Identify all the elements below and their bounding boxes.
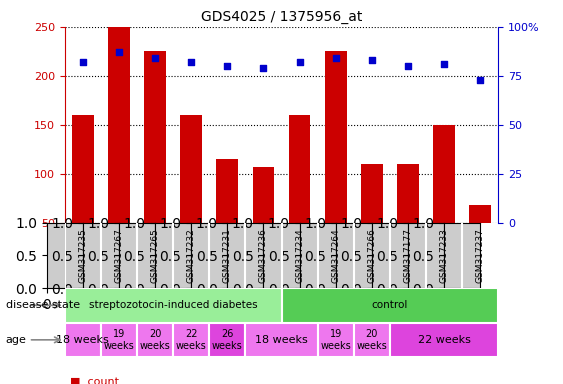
Point (404, 63, 413, 69)
Point (259, 65, 268, 71)
Text: GSM317236: GSM317236 (259, 228, 268, 283)
Bar (245, 323, 318, 357)
Bar (470, 205, 491, 272)
Bar (209, 323, 245, 357)
Text: streptozotocin-induced diabetes: streptozotocin-induced diabetes (89, 300, 257, 310)
Point (331, 55, 340, 61)
Bar (144, 51, 166, 272)
Text: GSM317237: GSM317237 (476, 228, 485, 283)
Text: GSM317266: GSM317266 (367, 228, 376, 283)
Point (367, 57, 376, 63)
Text: 26
weeks: 26 weeks (212, 329, 243, 351)
Text: GSM317235: GSM317235 (78, 228, 87, 283)
Text: age: age (6, 335, 26, 345)
Text: 20
weeks: 20 weeks (140, 329, 171, 351)
Point (295, 59, 304, 65)
Text: GSM317264: GSM317264 (331, 228, 340, 283)
Bar (354, 323, 390, 357)
Text: 22
weeks: 22 weeks (176, 329, 207, 351)
Bar (253, 167, 274, 272)
Text: GSM317177: GSM317177 (404, 228, 413, 283)
Text: 18 weeks: 18 weeks (255, 335, 308, 345)
Bar (434, 125, 455, 272)
Text: GSM317231: GSM317231 (223, 228, 232, 283)
Text: 18 weeks: 18 weeks (56, 335, 109, 345)
Point (223, 63, 232, 69)
Text: 19
weeks: 19 weeks (104, 329, 135, 351)
Point (187, 59, 196, 65)
Point (114, 49, 123, 55)
Point (78, 59, 87, 65)
Bar (101, 323, 137, 357)
Text: GSM317234: GSM317234 (295, 228, 304, 283)
Bar (325, 51, 347, 272)
Point (476, 77, 485, 83)
Bar (390, 323, 498, 357)
Bar (108, 27, 129, 272)
Bar (397, 164, 419, 272)
Text: GSM317233: GSM317233 (440, 228, 449, 283)
Point (150, 55, 159, 61)
Text: GSM317232: GSM317232 (187, 228, 196, 283)
Text: GSM317267: GSM317267 (114, 228, 123, 283)
Bar (72, 115, 93, 272)
Point (440, 61, 449, 67)
Text: control: control (372, 300, 408, 310)
Text: GSM317265: GSM317265 (150, 228, 159, 283)
Bar (65, 288, 282, 323)
Bar (318, 323, 354, 357)
Text: disease state: disease state (6, 300, 80, 310)
Bar (65, 323, 101, 357)
Bar (282, 288, 498, 323)
Bar (137, 323, 173, 357)
Bar (216, 159, 238, 272)
Text: 20
weeks: 20 weeks (356, 329, 387, 351)
Bar (173, 323, 209, 357)
Text: 19
weeks: 19 weeks (320, 329, 351, 351)
Bar (180, 115, 202, 272)
Bar (289, 115, 310, 272)
Bar (361, 164, 383, 272)
Text: 22 weeks: 22 weeks (418, 335, 471, 345)
Text: ■  count: ■ count (70, 377, 119, 384)
Title: GDS4025 / 1375956_at: GDS4025 / 1375956_at (201, 10, 362, 25)
